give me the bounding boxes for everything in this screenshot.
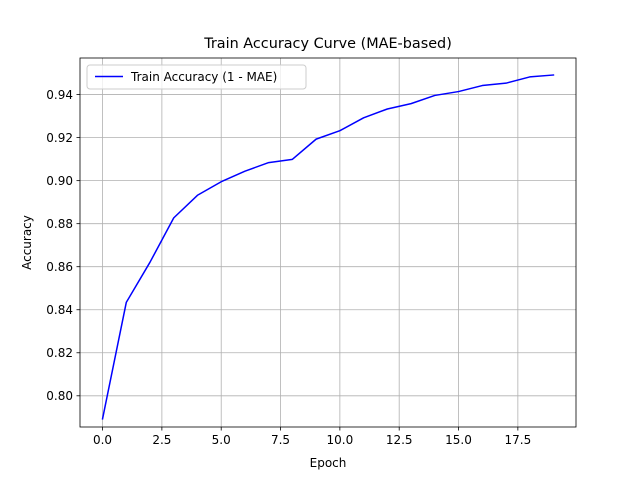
y-tick-label: 0.92: [46, 131, 73, 145]
y-tick-label: 0.88: [46, 217, 73, 231]
x-tick-label: 7.5: [271, 433, 290, 447]
x-tick-label: 17.5: [504, 433, 531, 447]
legend-label: Train Accuracy (1 - MAE): [130, 70, 277, 84]
y-axis-label: Accuracy: [20, 215, 34, 270]
y-tick-label: 0.86: [46, 260, 73, 274]
plot-frame: [79, 57, 577, 428]
legend: Train Accuracy (1 - MAE): [86, 64, 307, 90]
y-tick-label: 0.82: [46, 346, 73, 360]
legend-box: [86, 64, 307, 90]
x-axis-label: Epoch: [310, 456, 347, 470]
chart-title: Train Accuracy Curve (MAE-based): [203, 36, 452, 52]
x-tick-label: 2.5: [152, 433, 171, 447]
y-axis: 0.80 0.82 0.84 0.86 0.88 0.90 0.92 0.94: [46, 88, 80, 403]
grid: [80, 58, 576, 427]
y-tick-label: 0.84: [46, 303, 73, 317]
series-layer: [101, 74, 555, 420]
x-tick-label: 10.0: [327, 433, 354, 447]
y-tick-label: 0.94: [46, 88, 73, 102]
x-tick-label: 12.5: [386, 433, 413, 447]
y-tick-label: 0.80: [46, 389, 73, 403]
series-line: [101, 74, 555, 420]
x-axis: 0.0 2.5 5.0 7.5 10.0 12.5 15.0 17.5: [93, 427, 531, 447]
x-tick-label: 0.0: [93, 433, 112, 447]
x-tick-label: 15.0: [445, 433, 472, 447]
x-tick-label: 5.0: [212, 433, 231, 447]
y-tick-label: 0.90: [46, 174, 73, 188]
